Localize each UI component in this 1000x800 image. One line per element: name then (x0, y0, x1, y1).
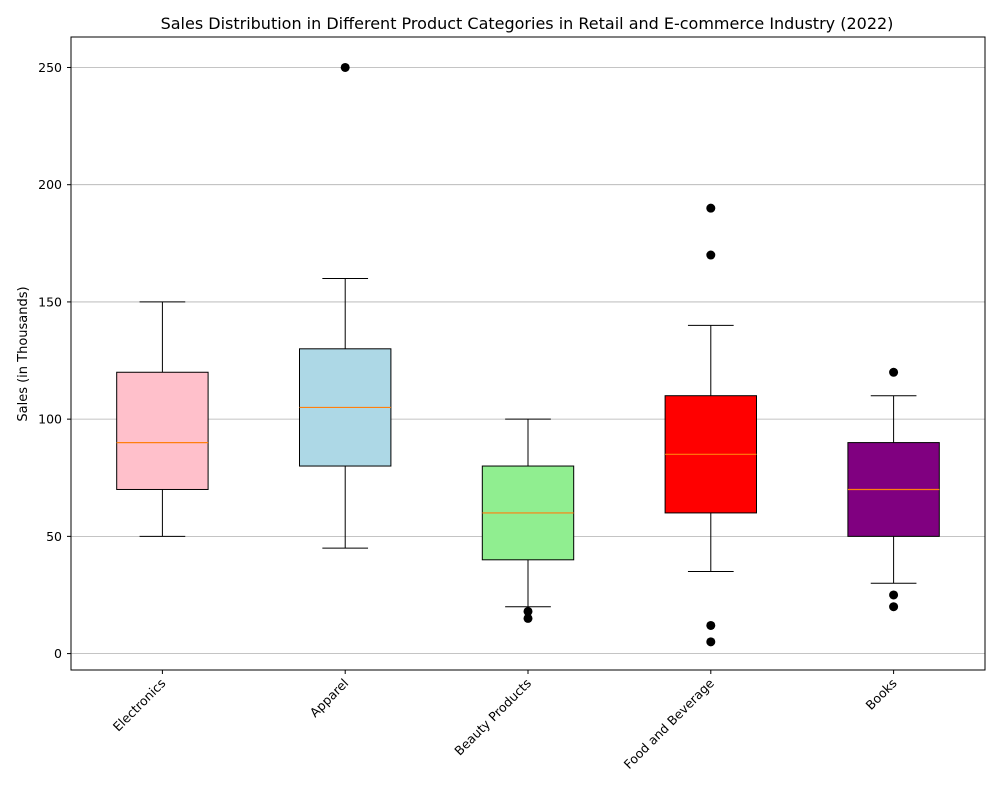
x-axis: Electronics Apparel Beauty Products Food an… (110, 670, 900, 772)
box-group (299, 62, 392, 549)
x-tick-label: Food and Beverage (621, 675, 718, 772)
x-tick-label: Apparel (307, 676, 352, 721)
outlier-point (523, 613, 533, 623)
y-axis-label: Sales (in Thousands) (16, 286, 31, 421)
outlier-point (523, 606, 533, 616)
outlier-point (706, 203, 716, 213)
outlier-point (340, 62, 350, 72)
box-group (847, 367, 940, 612)
y-tick-label: 200 (38, 177, 62, 192)
y-tick-label: 150 (38, 294, 62, 309)
y-axis: 0 50 100 150 200 250 (38, 60, 71, 661)
y-tick-label: 250 (38, 60, 62, 75)
y-tick-label: 100 (38, 412, 62, 427)
box (116, 371, 209, 490)
box-group (481, 418, 575, 623)
outlier-point (889, 367, 899, 377)
chart-title: Sales Distribution in Different Product … (161, 14, 894, 33)
outlier-point (706, 637, 716, 647)
x-tick-label: Beauty Products (451, 676, 534, 759)
outlier-point (889, 602, 899, 612)
outlier-point (889, 590, 899, 600)
y-tick-label: 50 (46, 529, 62, 544)
outlier-point (706, 250, 716, 260)
outlier-point (706, 620, 716, 630)
x-tick-label: Electronics (110, 676, 169, 735)
box-group (664, 203, 757, 647)
box-group (116, 301, 209, 537)
boxes (116, 62, 940, 647)
y-tick-label: 0 (54, 646, 62, 661)
x-tick-label: Books (863, 676, 900, 713)
